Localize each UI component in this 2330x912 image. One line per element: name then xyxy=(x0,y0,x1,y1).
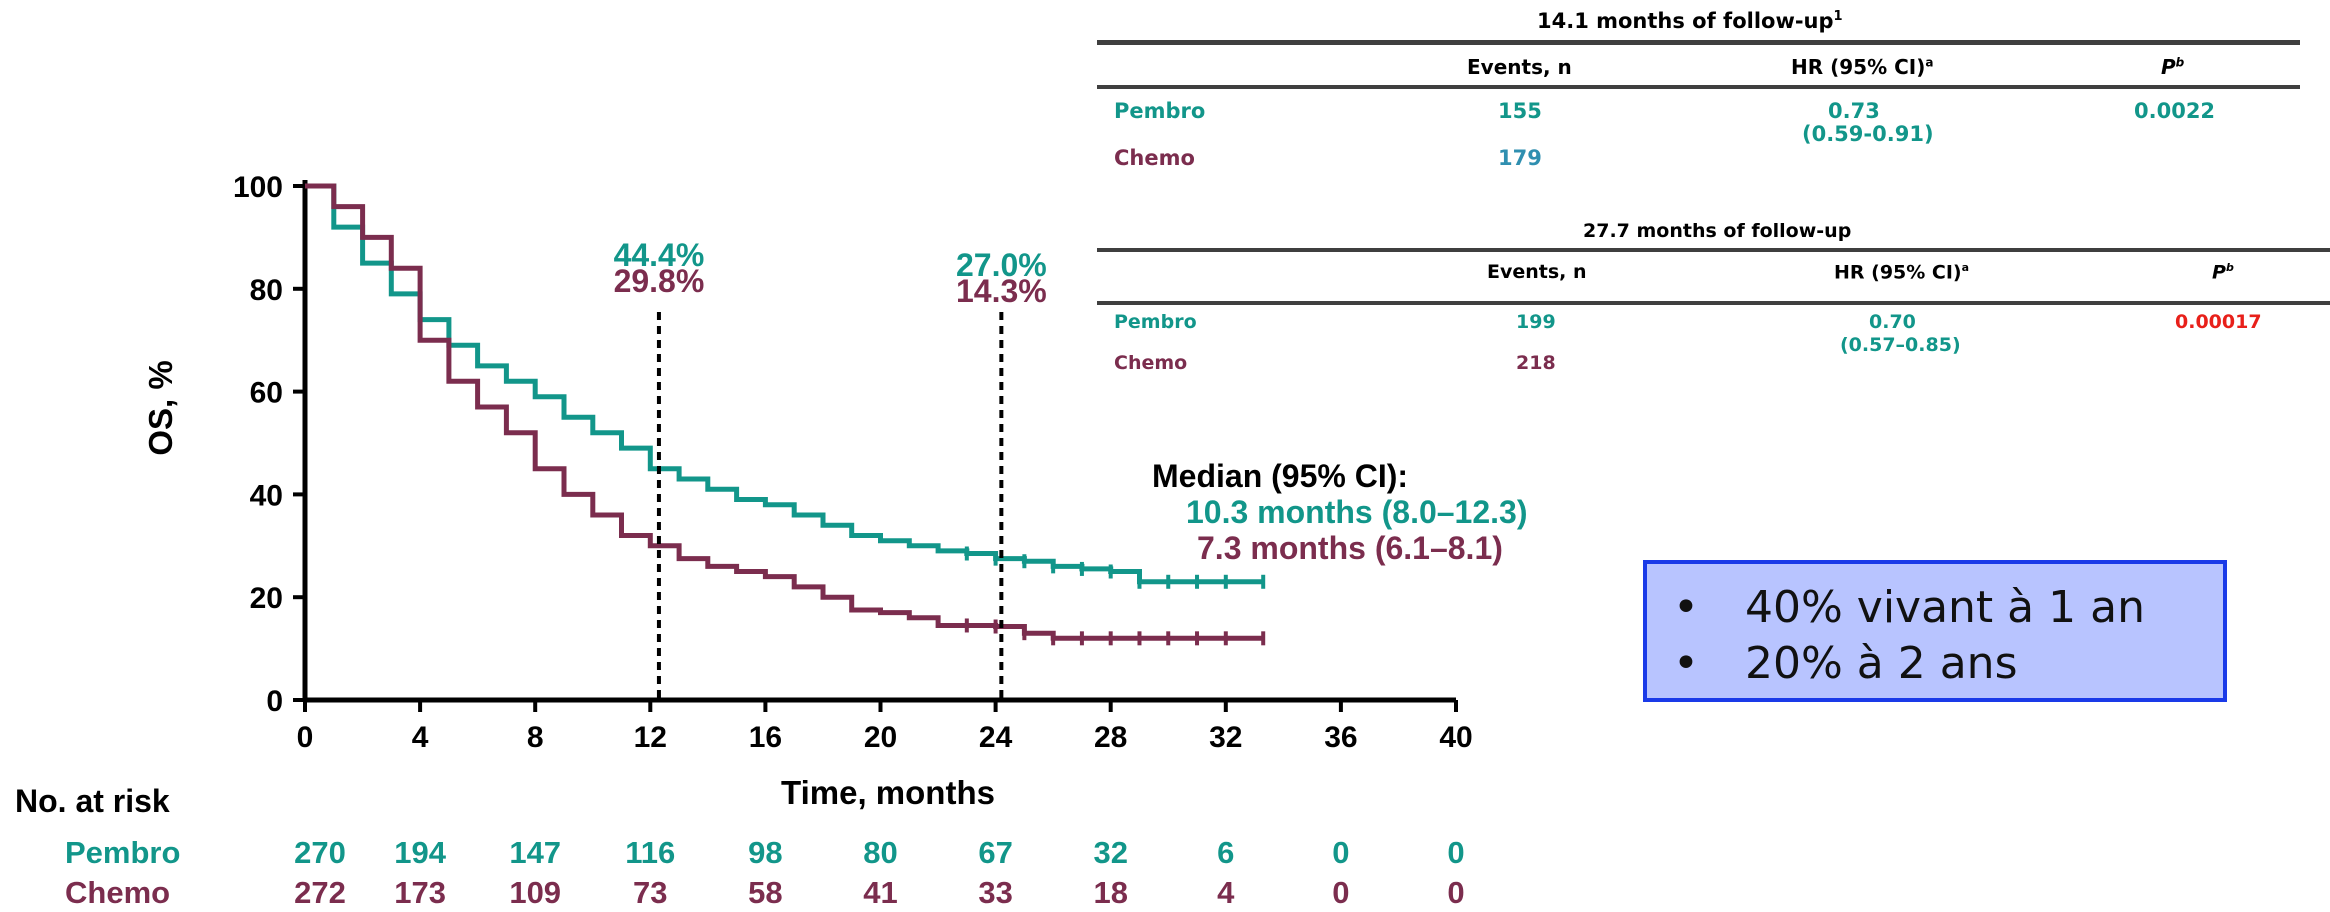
risk-value-chemo: 0 xyxy=(1447,875,1464,910)
risk-value-pembro: 32 xyxy=(1093,835,1127,870)
y-tick-label: 40 xyxy=(250,479,283,512)
y-tick-label: 60 xyxy=(250,377,283,410)
median-chemo: 7.3 months (6.1–8.1) xyxy=(1197,530,1503,566)
bullet-icon: • xyxy=(1673,582,1699,633)
x-tick-label: 4 xyxy=(412,721,429,754)
table1-hr: 0.73 xyxy=(1828,99,1880,123)
x-tick-label: 20 xyxy=(864,721,897,754)
landmark-label-chemo: 14.3% xyxy=(956,273,1047,309)
table1-header-hr: HR (95% CI)a xyxy=(1791,55,1934,79)
risk-value-chemo: 18 xyxy=(1093,875,1127,910)
callout-item-1: 40% vivant à 1 an xyxy=(1745,582,2145,633)
risk-row-label-chemo: Chemo xyxy=(65,875,170,910)
summary-callout: • 40% vivant à 1 an • 20% à 2 ans xyxy=(1643,560,2227,702)
followup-table-14: 14.1 months of follow-up1 Events, n HR (… xyxy=(1097,0,2300,180)
table1-top-rule xyxy=(1097,40,2300,45)
tick-labels: 0 4 8 12 16 20 24 28 32 36 40 0 20 40 60 80 100 xyxy=(233,171,1473,754)
table1-chemo-events: 179 xyxy=(1498,146,1542,170)
table2-top-rule xyxy=(1097,248,2330,252)
risk-value-chemo: 0 xyxy=(1332,875,1349,910)
table2-p: 0.00017 xyxy=(2175,311,2262,333)
risk-value-chemo: 58 xyxy=(748,875,782,910)
table1-header-events: Events, n xyxy=(1467,55,1572,79)
landmark-annotations: 44.4%29.8% 27.0%14.3% xyxy=(614,237,1047,700)
table2-title: 27.7 months of follow-up xyxy=(1583,220,1852,242)
landmark-label-pembro: 44.4% xyxy=(614,237,705,273)
x-axis-label: Time, months xyxy=(781,774,995,811)
table1-pembro-label: Pembro xyxy=(1114,99,1206,123)
risk-row-label-pembro: Pembro xyxy=(65,835,180,870)
y-tick-label: 100 xyxy=(233,171,283,204)
risk-value-pembro: 0 xyxy=(1447,835,1464,870)
table1-title: 14.1 months of follow-up1 xyxy=(1537,9,1843,33)
table1-p: 0.0022 xyxy=(2134,99,2216,123)
table1-ci: (0.59-0.91) xyxy=(1802,122,1934,146)
table1-header-p: Pb xyxy=(2161,55,2185,79)
risk-value-chemo: 33 xyxy=(978,875,1012,910)
risk-value-chemo: 173 xyxy=(394,875,446,910)
y-tick-label: 0 xyxy=(266,685,283,718)
risk-value-pembro: 147 xyxy=(509,835,561,870)
table2-ci: (0.57–0.85) xyxy=(1840,334,1961,356)
x-tick-label: 8 xyxy=(527,721,544,754)
risk-value-pembro: 0 xyxy=(1332,835,1349,870)
median-title: Median (95% CI): xyxy=(1152,458,1408,494)
risk-value-chemo: 4 xyxy=(1217,875,1235,910)
x-tick-label: 0 xyxy=(297,721,314,754)
table2-header-hr: HR (95% CI)a xyxy=(1834,261,1970,284)
bullet-icon: • xyxy=(1673,638,1699,689)
x-tick-label: 28 xyxy=(1094,721,1127,754)
risk-value-pembro: 116 xyxy=(625,835,675,870)
table2-header-p: Pb xyxy=(2212,261,2234,284)
table2-pembro-label: Pembro xyxy=(1114,311,1197,333)
table2-header-events: Events, n xyxy=(1487,261,1587,283)
risk-value-pembro: 194 xyxy=(394,835,446,870)
risk-value-chemo: 73 xyxy=(633,875,667,910)
median-pembro: 10.3 months (8.0–12.3) xyxy=(1186,494,1527,530)
risk-value-pembro: 80 xyxy=(863,835,897,870)
risk-value-pembro: 98 xyxy=(748,835,782,870)
table1-chemo-label: Chemo xyxy=(1114,146,1195,170)
landmark-label-pembro: 27.0% xyxy=(956,247,1047,283)
table2-chemo-label: Chemo xyxy=(1114,352,1188,374)
table2-header-rule xyxy=(1097,301,2330,305)
table2-hr: 0.70 xyxy=(1869,311,1916,333)
survival-curves xyxy=(305,183,1266,646)
y-axis-label: OS, % xyxy=(142,360,179,455)
chart-axes xyxy=(293,180,1458,712)
y-tick-label: 80 xyxy=(250,274,283,307)
x-tick-label: 24 xyxy=(979,721,1013,754)
callout-item-2: 20% à 2 ans xyxy=(1745,638,2018,689)
x-tick-label: 32 xyxy=(1209,721,1242,754)
table1-pembro-events: 155 xyxy=(1498,99,1542,123)
risk-value-pembro: 270 xyxy=(294,835,346,870)
x-tick-label: 12 xyxy=(634,721,667,754)
table2-chemo-events: 218 xyxy=(1516,352,1556,374)
risk-table-title: No. at risk xyxy=(15,783,170,819)
table2-pembro-events: 199 xyxy=(1516,311,1556,333)
landmark-label-chemo: 29.8% xyxy=(614,263,705,299)
risk-value-chemo: 41 xyxy=(863,875,897,910)
risk-value-chemo: 109 xyxy=(509,875,561,910)
risk-value-pembro: 67 xyxy=(978,835,1012,870)
followup-table-27: 27.7 months of follow-up Events, n HR (9… xyxy=(1097,214,2330,384)
table1-header-rule xyxy=(1097,85,2300,89)
x-tick-label: 40 xyxy=(1439,721,1472,754)
y-tick-label: 20 xyxy=(250,582,283,615)
x-tick-label: 36 xyxy=(1324,721,1357,754)
risk-table: Pembro 270 194 147 116 98 80 67 32 6 0 0 Chemo 272 173… xyxy=(65,835,1465,910)
risk-value-chemo: 272 xyxy=(294,875,346,910)
x-tick-label: 16 xyxy=(749,721,782,754)
risk-value-pembro: 6 xyxy=(1217,835,1234,870)
